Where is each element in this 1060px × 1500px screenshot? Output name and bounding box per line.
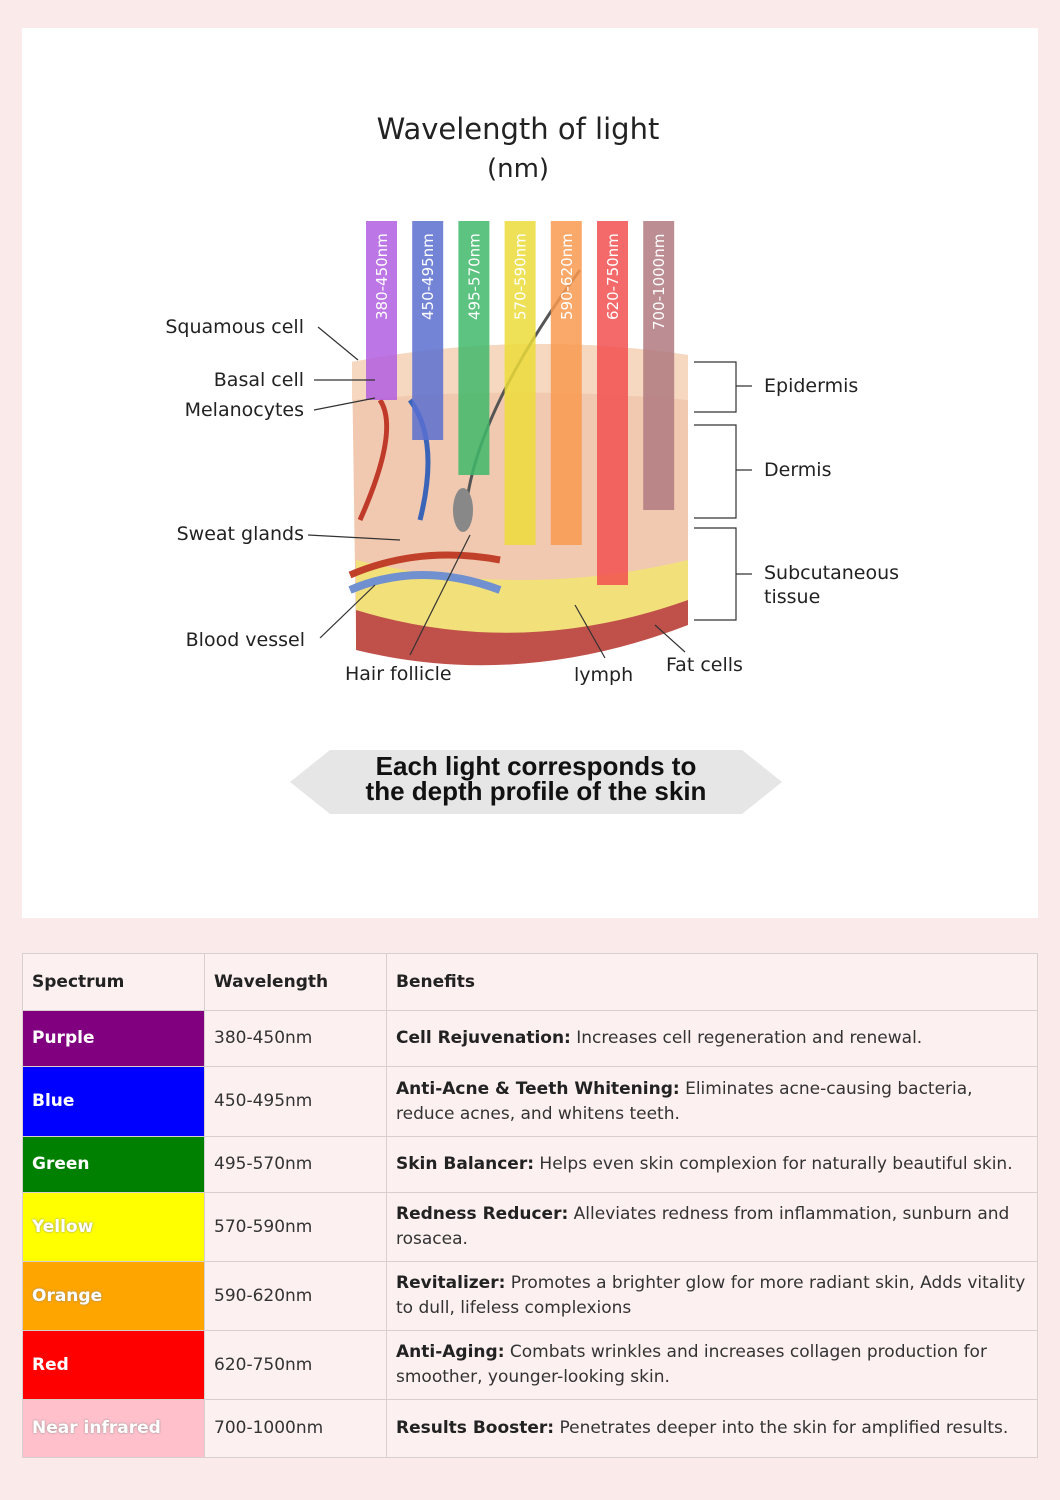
spectrum-cell: Red bbox=[22, 1330, 205, 1400]
label-dermis: Dermis bbox=[764, 459, 832, 481]
benefit-title: Anti-Acne & Teeth Whitening: bbox=[396, 1078, 680, 1099]
benefits-cell: Revitalizer: Promotes a brighter glow fo… bbox=[386, 1261, 1038, 1331]
benefits-cell: Cell Rejuvenation: Increases cell regene… bbox=[386, 1010, 1038, 1067]
table-header-row: Spectrum Wavelength Benefits bbox=[22, 953, 1038, 1011]
benefits-cell: Skin Balancer: Helps even skin complexio… bbox=[386, 1136, 1038, 1193]
benefit-title: Revitalizer: bbox=[396, 1273, 506, 1293]
benefit-text: Alleviates redness from inflammation, su… bbox=[396, 1204, 1010, 1249]
spectrum-table: Spectrum Wavelength Benefits Purple 380-… bbox=[22, 953, 1038, 1458]
table-row: Red 620-750nm Anti-Aging: Combats wrinkl… bbox=[22, 1330, 1038, 1400]
label-subcutaneous: Subcutaneous bbox=[764, 562, 900, 584]
wavelength-bar bbox=[412, 221, 444, 440]
table-row: Blue 450-495nm Anti-Acne & Teeth Whiteni… bbox=[22, 1066, 1038, 1137]
label-sweat-glands: Sweat glands bbox=[176, 523, 304, 545]
wavelength-cell: 590-620nm bbox=[204, 1261, 387, 1331]
wavelength-bar-label: 620-750nm bbox=[604, 233, 622, 320]
wavelength-bar bbox=[643, 221, 675, 510]
benefit-title: Anti-Aging: bbox=[396, 1342, 505, 1362]
label-squamous-cell: Squamous cell bbox=[165, 316, 304, 338]
header-spectrum: Spectrum bbox=[22, 953, 205, 1011]
label-melanocytes: Melanocytes bbox=[184, 399, 304, 421]
wavelength-cell: 700-1000nm bbox=[204, 1399, 387, 1458]
wavelength-bar bbox=[550, 221, 582, 545]
spectrum-cell: Green bbox=[22, 1136, 205, 1193]
wavelength-cell: 620-750nm bbox=[204, 1330, 387, 1400]
spectrum-cell: Purple bbox=[22, 1010, 205, 1067]
diagram-unit: (nm) bbox=[486, 154, 550, 184]
diagram-title: Wavelength of light bbox=[376, 112, 660, 146]
label-fat-cells: Fat cells bbox=[666, 654, 743, 676]
table-row: Green 495-570nm Skin Balancer: Helps eve… bbox=[22, 1136, 1038, 1193]
wavelength-cell: 570-590nm bbox=[204, 1192, 387, 1262]
benefit-title: Skin Balancer: bbox=[396, 1154, 535, 1174]
wavelength-bar bbox=[597, 221, 628, 585]
skin-diagram: 380-450nm 450-495nm 495-570nm 570-590nm 590-… bbox=[307, 221, 752, 666]
table-row: Yellow 570-590nm Redness Reducer: Allevi… bbox=[22, 1192, 1038, 1262]
header-benefits: Benefits bbox=[386, 953, 1038, 1011]
banner-line-2: the depth profile of the skin bbox=[365, 776, 707, 806]
wavelength-cell: 380-450nm bbox=[204, 1010, 387, 1067]
wavelength-cell: 495-570nm bbox=[204, 1136, 387, 1193]
benefit-title: Results Booster: bbox=[396, 1418, 555, 1438]
benefit-text: Helps even skin complexion for naturally… bbox=[534, 1154, 1013, 1174]
table-row: Purple 380-450nm Cell Rejuvenation: Incr… bbox=[22, 1010, 1038, 1067]
table-row: Orange 590-620nm Revitalizer: Promotes a… bbox=[22, 1261, 1038, 1331]
wavelength-bar bbox=[458, 221, 490, 475]
wavelength-bar-label: 570-590nm bbox=[512, 233, 530, 320]
label-lymph: lymph bbox=[574, 664, 634, 686]
spectrum-cell: Blue bbox=[22, 1066, 205, 1137]
wavelength-bar-label: 450-495nm bbox=[419, 233, 437, 320]
wavelength-cell: 450-495nm bbox=[204, 1066, 387, 1137]
leader-lines bbox=[307, 326, 752, 659]
label-epidermis: Epidermis bbox=[764, 375, 859, 397]
benefit-text: Eliminates acne-causing bacteria, reduce… bbox=[396, 1078, 973, 1124]
wavelength-bar-label: 495-570nm bbox=[465, 233, 483, 320]
benefit-title: Cell Rejuvenation: bbox=[396, 1028, 571, 1048]
label-hair-follicle: Hair follicle bbox=[345, 663, 452, 685]
label-basal-cell: Basal cell bbox=[213, 369, 304, 391]
wavelength-bar-label: 380-450nm bbox=[373, 233, 391, 320]
benefit-text: Penetrates deeper into the skin for ampl… bbox=[554, 1418, 1009, 1438]
benefit-title: Redness Reducer: bbox=[396, 1204, 569, 1224]
spectrum-cell: Orange bbox=[22, 1261, 205, 1331]
wavelength-bar-label: 590-620nm bbox=[558, 233, 576, 320]
wavelength-bar-label: 700-1000nm bbox=[650, 234, 668, 330]
spectrum-cell: Yellow bbox=[22, 1192, 205, 1262]
wavelength-bar bbox=[366, 221, 397, 400]
label-tissue: tissue bbox=[764, 586, 821, 608]
banner-line-1: Each light corresponds to bbox=[375, 751, 697, 781]
benefit-text: Promotes a brighter glow for more radian… bbox=[396, 1273, 1026, 1318]
banner-arrow bbox=[290, 750, 782, 814]
wavelength-bar bbox=[504, 221, 536, 545]
table-row: Near infrared 700-1000nm Results Booster… bbox=[22, 1399, 1038, 1458]
benefit-text: Combats wrinkles and increases collagen … bbox=[396, 1342, 987, 1387]
spectrum-cell: Near infrared bbox=[22, 1399, 205, 1458]
benefits-cell: Results Booster: Penetrates deeper into … bbox=[386, 1399, 1038, 1458]
benefits-cell: Anti-Aging: Combats wrinkles and increas… bbox=[386, 1330, 1038, 1400]
benefits-cell: Redness Reducer: Alleviates redness from… bbox=[386, 1192, 1038, 1262]
benefits-cell: Anti-Acne & Teeth Whitening: Eliminates … bbox=[386, 1066, 1038, 1137]
benefit-text: Increases cell regeneration and renewal. bbox=[570, 1028, 923, 1048]
label-blood-vessel: Blood vessel bbox=[185, 629, 305, 651]
banner-text: Each light corresponds to the depth prof… bbox=[290, 751, 782, 806]
header-wavelength: Wavelength bbox=[204, 953, 387, 1011]
